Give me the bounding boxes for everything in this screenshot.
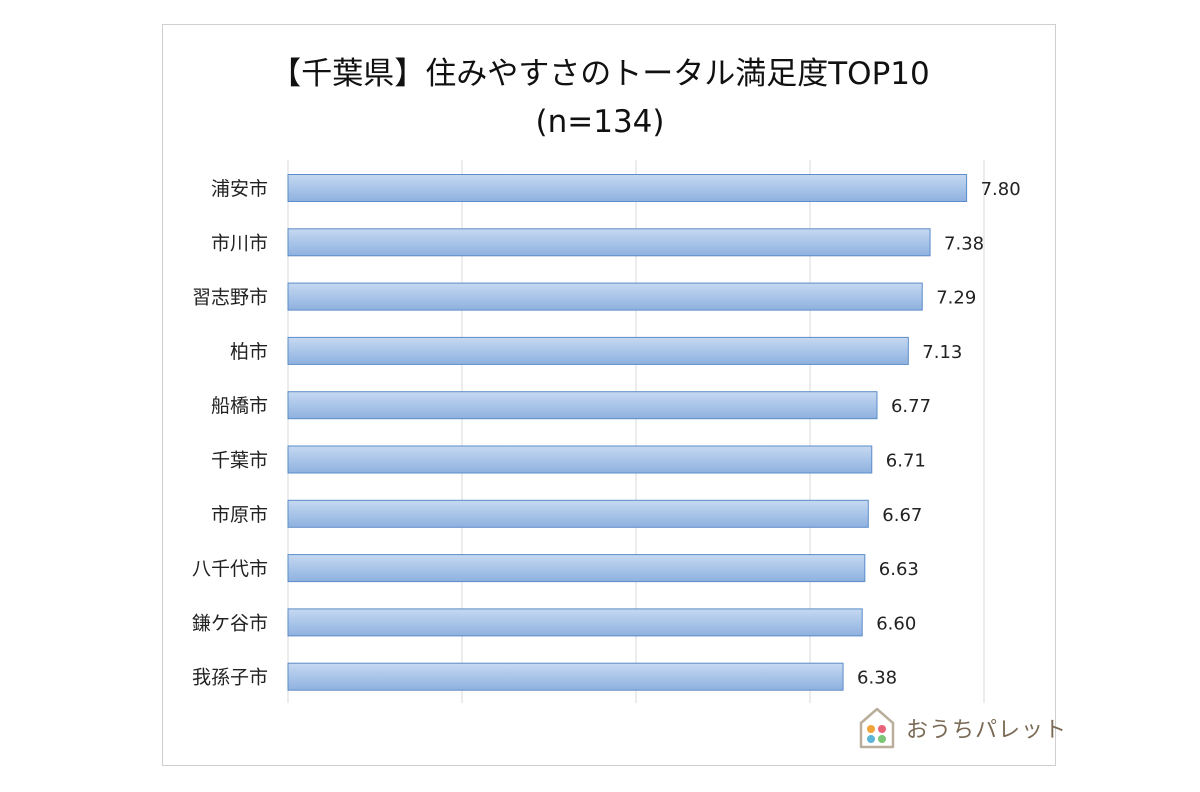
category-label: 船橋市 [211,395,268,417]
value-label: 6.60 [876,613,916,634]
category-label: 浦安市 [211,178,268,200]
category-label: 我孫子市 [192,667,268,689]
bar [287,554,866,583]
value-label: 6.71 [886,451,926,472]
value-label: 7.13 [922,342,962,363]
bar [287,336,909,365]
category-label: 市原市 [211,504,268,526]
house-palette-icon [858,707,896,749]
value-labels: 7.80 7.38 7.29 7.13 6.77 6.71 6.67 6.63 6.60 6.38 [857,179,1021,689]
value-label: 6.63 [879,559,919,580]
category-label: 柏市 [230,341,268,363]
bar [287,662,844,691]
bar [287,174,968,202]
value-label: 6.38 [857,668,897,689]
bar [287,282,923,311]
logo-text: おうちパレット [906,718,1068,743]
chart-title: 【千葉県】住みやすさのトータル満足度TOP10 (n=134) [0,50,1200,146]
category-label: 習志野市 [192,287,268,309]
category-label: 八千代市 [192,558,268,580]
value-label: 6.77 [891,396,931,417]
bar [287,445,873,474]
category-label: 市川市 [211,232,268,254]
value-label: 7.29 [936,288,976,309]
logo: おうちパレット [858,706,1067,750]
value-label: 7.38 [944,233,984,254]
bars [287,174,968,691]
bar [287,499,869,528]
value-label: 7.80 [981,179,1021,200]
category-label: 千葉市 [211,450,268,472]
bar [287,608,863,637]
value-label: 6.67 [882,505,922,526]
category-label: 鎌ケ谷市 [192,612,268,634]
chart-title-line2: (n=134) [535,104,665,140]
chart-title-line1: 【千葉県】住みやすさのトータル満足度TOP10 [270,56,930,92]
bar [287,391,878,420]
bar [287,228,931,257]
